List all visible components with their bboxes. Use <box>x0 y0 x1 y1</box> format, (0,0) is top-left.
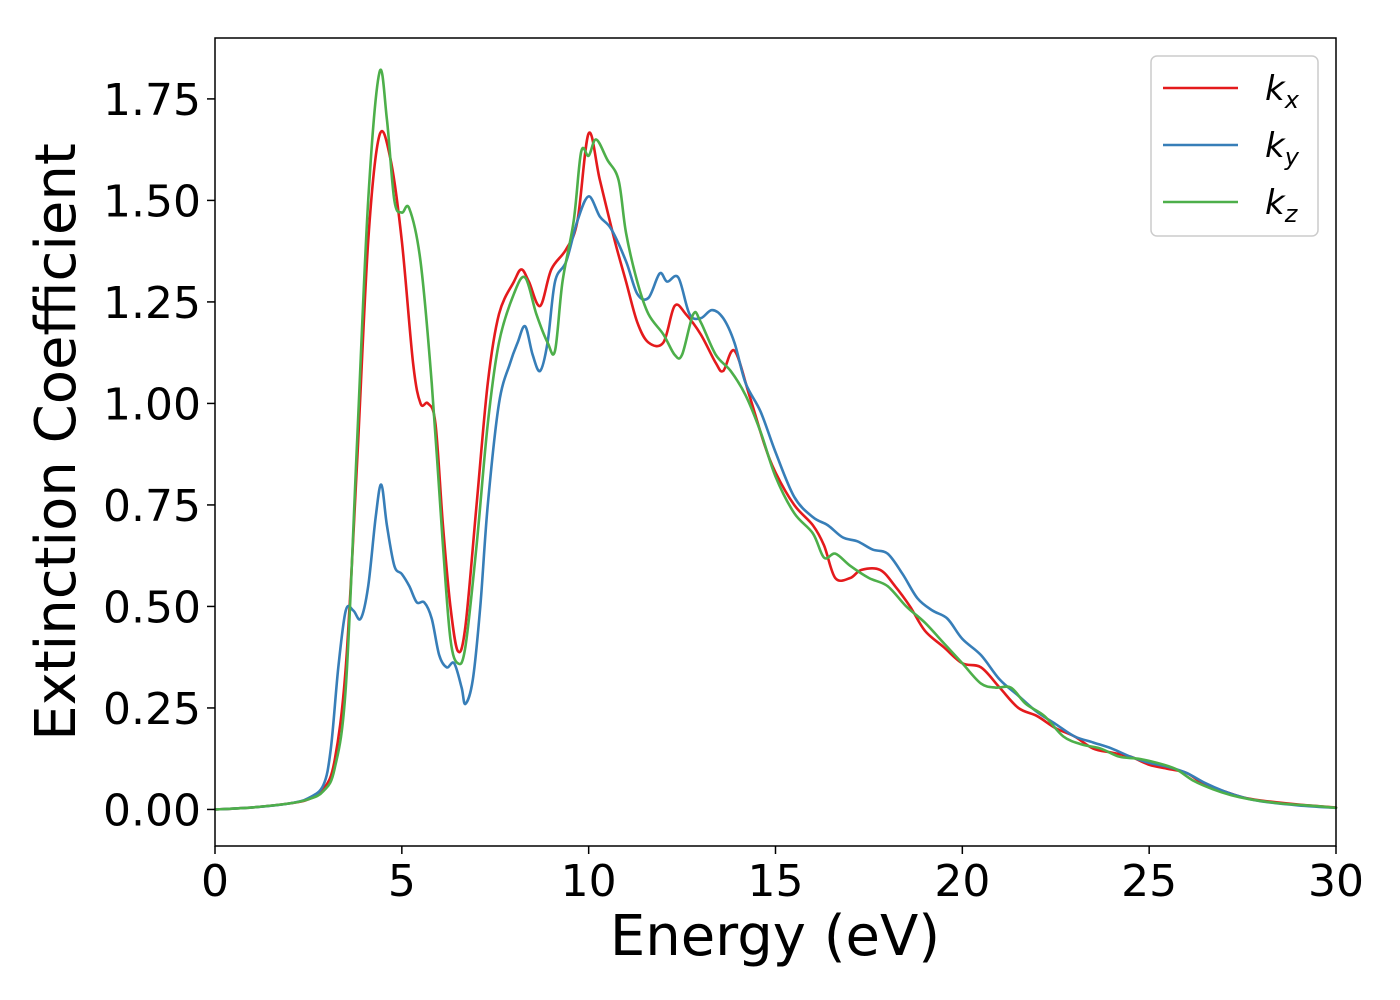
x-tick-label: 25 <box>1121 856 1177 907</box>
series-line-kz <box>213 68 1338 811</box>
x-axis-ticks: 0 5 10 15 20 25 30 <box>201 846 1364 907</box>
y-tick-label: 0.25 <box>103 684 201 735</box>
x-tick-label: 5 <box>388 856 416 907</box>
y-tick-label: 1.75 <box>103 75 201 126</box>
series-layer <box>213 68 1338 811</box>
y-axis-ticks: 0.00 0.25 0.50 0.75 1.00 1.25 1.50 1.75 <box>103 75 215 836</box>
x-tick-label: 0 <box>201 856 229 907</box>
y-tick-label: 1.00 <box>103 379 201 430</box>
plot-background <box>215 38 1336 846</box>
x-tick-label: 30 <box>1308 856 1364 907</box>
x-axis-title: Energy (eV) <box>610 904 940 969</box>
y-tick-label: 0.00 <box>103 785 201 836</box>
x-tick-label: 15 <box>748 856 804 907</box>
y-axis-title: Extinction Coefficient <box>24 143 89 741</box>
y-tick-label: 1.50 <box>103 176 201 227</box>
x-tick-label: 20 <box>934 856 990 907</box>
legend-label-ky: ky <box>1265 126 1300 171</box>
x-tick-label: 10 <box>561 856 617 907</box>
y-tick-label: 0.50 <box>103 582 201 633</box>
y-tick-label: 1.25 <box>103 278 201 329</box>
y-tick-label: 0.75 <box>103 481 201 532</box>
